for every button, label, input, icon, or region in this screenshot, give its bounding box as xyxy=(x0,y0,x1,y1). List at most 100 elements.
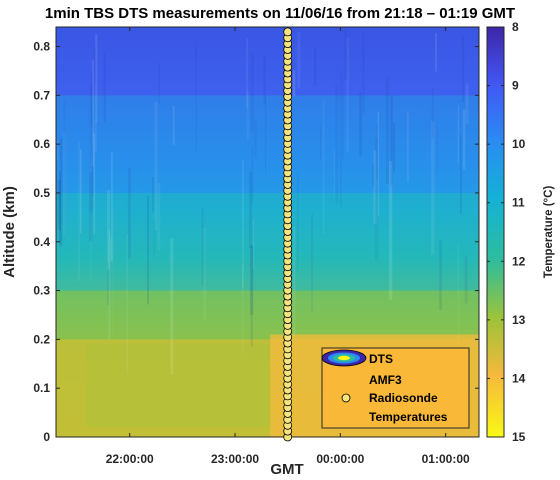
field-streak xyxy=(147,195,149,305)
field-streak xyxy=(80,149,82,234)
field-streak xyxy=(376,124,378,179)
radiosonde-markers xyxy=(283,27,293,442)
colorbar-tick-label: 8 xyxy=(512,20,519,34)
field-streak xyxy=(335,83,339,204)
field-streak xyxy=(340,68,342,208)
field-streak xyxy=(103,52,106,122)
field-streak xyxy=(93,133,96,234)
field-streak xyxy=(407,111,409,182)
field-streak xyxy=(93,47,96,85)
field-streak xyxy=(320,126,322,160)
field-streak xyxy=(250,53,254,133)
field-streak xyxy=(386,76,389,184)
field-streak xyxy=(293,226,296,337)
field-streak xyxy=(151,177,155,212)
field-streak xyxy=(265,95,267,175)
field-streak xyxy=(362,34,365,114)
x-tick-label: 22:00:00 xyxy=(106,452,154,466)
x-tick-label: 23:00:00 xyxy=(211,452,259,466)
legend-entry-dts: DTS xyxy=(369,352,393,366)
field-streak xyxy=(109,236,113,260)
field-streak xyxy=(241,159,244,289)
field-streak xyxy=(202,227,207,322)
field-streak xyxy=(457,104,459,163)
field-streak xyxy=(251,145,254,203)
field-streak xyxy=(170,238,174,375)
y-axis-label: Altitude (km) xyxy=(1,186,18,278)
field-streak xyxy=(431,121,435,255)
y-tick-label: 0.4 xyxy=(33,235,50,249)
field-streak xyxy=(63,99,66,240)
field-streak xyxy=(389,161,393,300)
field-streak xyxy=(77,141,80,281)
field-streak xyxy=(390,95,393,186)
field-streak xyxy=(57,180,61,230)
y-tick-label: 0 xyxy=(43,430,50,444)
legend-entry-temperatures: Temperatures xyxy=(369,410,448,424)
temperature-band-3 xyxy=(56,95,479,193)
temperature-band-2 xyxy=(56,192,479,291)
field-streak xyxy=(314,48,317,86)
x-tick-label: 00:00:00 xyxy=(316,452,364,466)
field-streak xyxy=(254,120,257,158)
field-streak xyxy=(91,72,93,130)
colorbar-tick-label: 12 xyxy=(512,254,526,268)
y-tick-label: 0.8 xyxy=(33,40,50,54)
colorbar-tick-label: 10 xyxy=(512,137,526,151)
field-streak xyxy=(107,262,110,305)
colorbar-tick-label: 9 xyxy=(512,79,519,93)
field-streak xyxy=(250,246,253,347)
field-streak xyxy=(461,35,465,103)
field-streak xyxy=(95,34,98,122)
field-streak xyxy=(252,219,255,270)
colorbar-tick-label: 15 xyxy=(512,430,526,444)
field-streak xyxy=(108,230,111,340)
field-streak xyxy=(322,100,325,235)
field-streak xyxy=(92,146,94,197)
field-streak xyxy=(372,163,375,187)
field-streak xyxy=(90,159,92,279)
x-tick-label: 01:00:00 xyxy=(422,452,470,466)
temperature-mid-region xyxy=(86,344,271,428)
legend-entry-radiosonde: Radiosonde xyxy=(369,391,438,405)
field-streak xyxy=(311,213,314,312)
colorbar: 8 9 10 11 12 13 14 15 Temperature (°C) xyxy=(486,20,555,444)
colorbar-tick-label: 13 xyxy=(512,313,526,327)
y-tick-label: 0.2 xyxy=(33,332,50,346)
legend-dts-icon xyxy=(321,349,367,367)
field-streak xyxy=(435,33,437,72)
field-streak xyxy=(111,151,113,263)
temperature-band-1 xyxy=(56,290,479,340)
field-streak xyxy=(344,30,348,80)
field-streak xyxy=(127,167,131,259)
field-streak xyxy=(153,221,156,258)
field-streak xyxy=(457,244,460,345)
plot-frame xyxy=(55,26,480,438)
field-streak xyxy=(59,138,63,247)
field-streak xyxy=(460,134,462,215)
field-streak xyxy=(263,55,266,105)
temperature-band-4 xyxy=(56,27,479,96)
field-streak xyxy=(462,109,466,170)
field-streak xyxy=(464,255,468,304)
field-streak xyxy=(393,122,395,173)
field-streak xyxy=(242,266,244,353)
x-axis-ticks: 22:00:00 23:00:00 00:00:00 01:00:00 xyxy=(106,27,470,466)
field-streak xyxy=(89,172,93,242)
field-streak xyxy=(346,37,349,153)
legend: DTS AMF3 Radiosonde Temperatures xyxy=(321,347,470,429)
field-streak xyxy=(172,105,175,145)
y-tick-label: 0.5 xyxy=(33,186,50,200)
field-streak xyxy=(92,60,94,167)
field-streak xyxy=(342,76,344,160)
field-streak xyxy=(377,111,380,217)
field-streak xyxy=(126,234,128,374)
field-streak xyxy=(334,149,336,198)
legend-entry-amf3: AMF3 xyxy=(369,373,402,387)
radiosonde-point xyxy=(283,27,293,37)
field-streak xyxy=(56,139,59,161)
field-streak xyxy=(112,210,114,335)
colorbar-tick-label: 14 xyxy=(512,371,526,385)
field-streak xyxy=(431,88,434,138)
field-streak xyxy=(63,132,67,237)
